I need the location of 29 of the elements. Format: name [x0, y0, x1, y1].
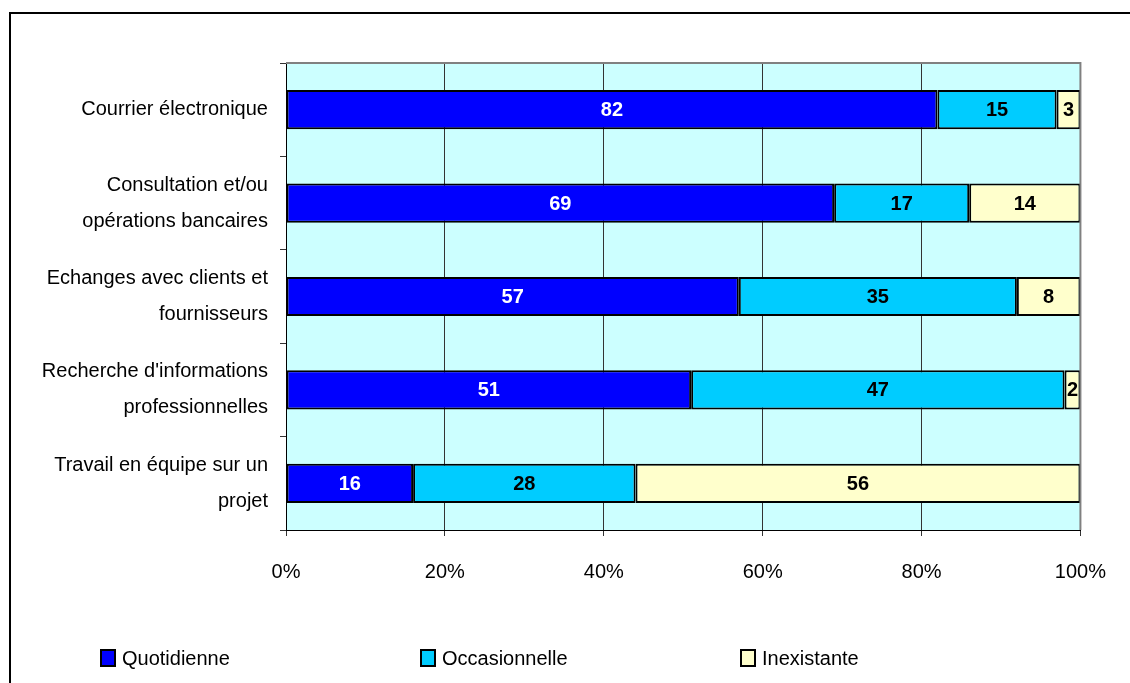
data-label: 17 — [890, 191, 913, 214]
x-tick-label: 100% — [1054, 559, 1107, 582]
data-label: 2 — [1066, 378, 1079, 401]
legend-label: Quotidienne — [122, 646, 230, 670]
data-label: 14 — [1013, 191, 1037, 214]
legend-label: Inexistante — [762, 646, 859, 670]
data-label: 16 — [338, 471, 361, 494]
data-label: 8 — [1043, 285, 1055, 308]
data-label: 51 — [477, 378, 500, 401]
data-label: 82 — [600, 98, 624, 121]
legend-label: Occasionnelle — [442, 646, 568, 670]
x-tick-label: 20% — [424, 559, 466, 582]
data-label: 35 — [866, 285, 889, 308]
x-tick-label: 0% — [271, 559, 301, 582]
y-tick-label: Recherche d'informations professionnelles — [41, 359, 268, 418]
y-tick-label: Travail en équipe sur un projet — [54, 452, 269, 511]
data-label: 28 — [513, 471, 536, 494]
data-label: 56 — [846, 471, 870, 494]
x-tick-label: 40% — [583, 559, 624, 582]
data-label: 15 — [985, 98, 1009, 121]
x-tick-label: 80% — [901, 559, 942, 582]
x-tick-label: 60% — [742, 559, 783, 582]
y-tick-label: Echanges avec clients et fournisseurs — [46, 266, 269, 325]
data-label: 3 — [1062, 98, 1075, 121]
y-tick-label: Consultation et/ou opérations bancaires — [82, 172, 268, 231]
data-label: 69 — [549, 191, 572, 214]
data-label: 57 — [501, 285, 524, 308]
y-tick-label: Courrier électronique — [81, 97, 268, 120]
data-label: 47 — [866, 378, 889, 401]
